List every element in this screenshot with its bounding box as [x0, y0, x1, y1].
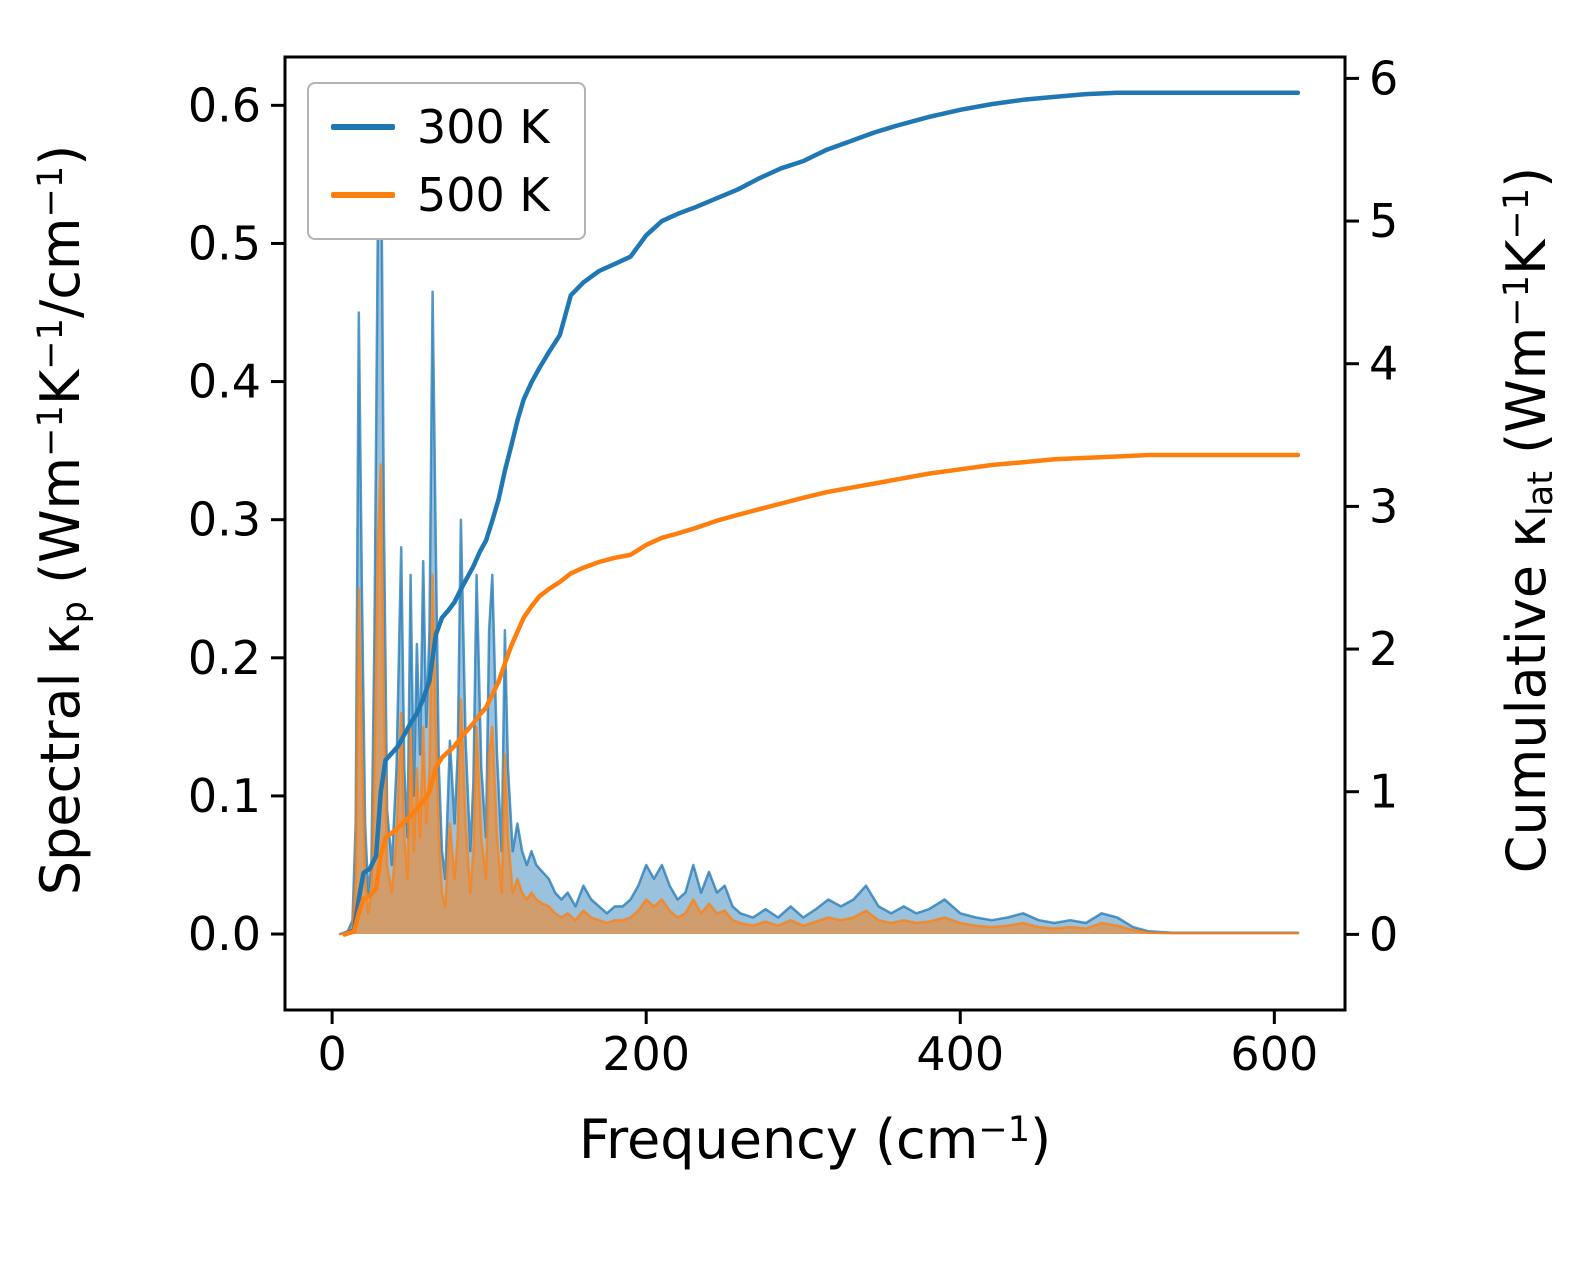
x-tick-label: 400 [916, 1027, 1004, 1081]
y-axis-label-right: Cumulative κlat (Wm−1K−1) [1495, 166, 1561, 874]
x-axis-label: Frequency (cm−1) [578, 1108, 1052, 1171]
y-left-tick-label: 0.3 [188, 493, 261, 547]
y-left-tick-label: 0.4 [188, 355, 261, 409]
spectral-line-300k [338, 90, 1300, 936]
y-left-tick-label: 0.5 [188, 216, 261, 270]
y-right-tick-label: 2 [1369, 622, 1398, 676]
y-left-tick-label: 0.2 [188, 631, 261, 685]
legend-label-500k: 500 K [417, 168, 550, 222]
y-right-tick-label: 6 [1369, 51, 1398, 105]
y-right-tick-label: 5 [1369, 194, 1398, 248]
x-tick-label: 200 [602, 1027, 690, 1081]
legend-item-300k: 300 K [331, 100, 550, 154]
y-right-tick-label: 0 [1369, 907, 1398, 961]
legend: 300 K 500 K [307, 82, 586, 240]
legend-label-300k: 300 K [417, 100, 550, 154]
x-tick-label: 0 [317, 1027, 346, 1081]
cumulative-line-300k [342, 90, 1301, 937]
y-left-tick-label: 0.1 [188, 769, 261, 823]
y-right-tick-label: 3 [1369, 479, 1398, 533]
cumulative-line-500k [342, 452, 1301, 937]
legend-line-500k [331, 192, 395, 198]
y-right-tick-label: 1 [1369, 765, 1398, 819]
y-axis-label-left: Spectral κp (Wm−1K−1/cm−1) [29, 144, 95, 896]
y-left-tick-label: 0.0 [188, 907, 261, 961]
legend-item-500k: 500 K [331, 168, 550, 222]
x-tick-label: 600 [1230, 1027, 1318, 1081]
y-right-tick-label: 4 [1369, 337, 1398, 391]
spectral-line-500k [338, 463, 1300, 936]
legend-line-300k [331, 124, 395, 130]
axes-frame [283, 55, 1347, 1012]
y-left-tick-label: 0.6 [188, 78, 261, 132]
spectral-area-500k [340, 464, 1298, 934]
